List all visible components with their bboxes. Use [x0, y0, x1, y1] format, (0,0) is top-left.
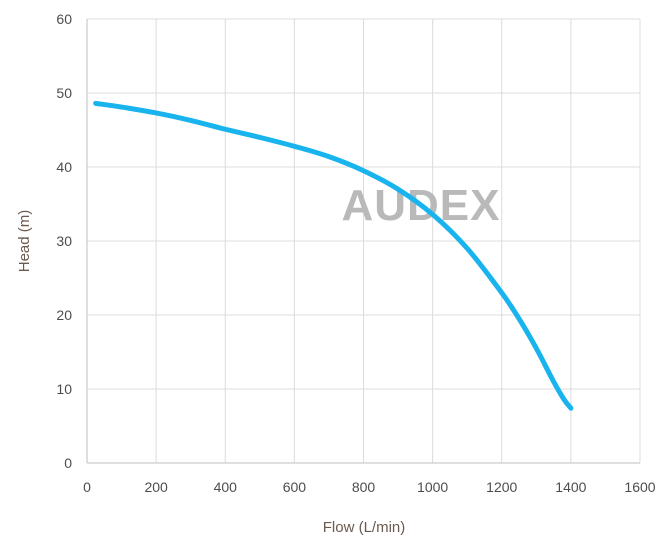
x-axis-title: Flow (L/min) [323, 519, 406, 536]
y-tick-label: 60 [56, 11, 72, 27]
x-tick-label: 1000 [417, 479, 448, 495]
x-tick-label: 600 [283, 479, 307, 495]
x-tick-label: 0 [83, 479, 91, 495]
y-tick-label: 30 [56, 233, 72, 249]
y-tick-label: 0 [64, 455, 72, 471]
x-tick-label: 200 [144, 479, 168, 495]
x-tick-label: 400 [214, 479, 238, 495]
y-tick-label: 20 [56, 307, 72, 323]
axes [86, 19, 640, 464]
x-tick-labels: 0 200 400 600 800 1000 1200 1400 1600 [83, 479, 656, 495]
y-tick-labels: 0 10 20 30 40 50 60 [56, 11, 72, 471]
y-tick-label: 40 [56, 159, 72, 175]
y-tick-label: 10 [56, 381, 72, 397]
head-flow-curve [93, 100, 574, 411]
series-group [93, 100, 574, 411]
y-tick-label: 50 [56, 85, 72, 101]
x-tick-label: 1400 [555, 479, 586, 495]
y-axis-title: Head (m) [16, 210, 33, 273]
x-tick-label: 800 [352, 479, 376, 495]
grid-lines [87, 18, 641, 463]
x-tick-label: 1600 [624, 479, 655, 495]
x-tick-label: 1200 [486, 479, 517, 495]
